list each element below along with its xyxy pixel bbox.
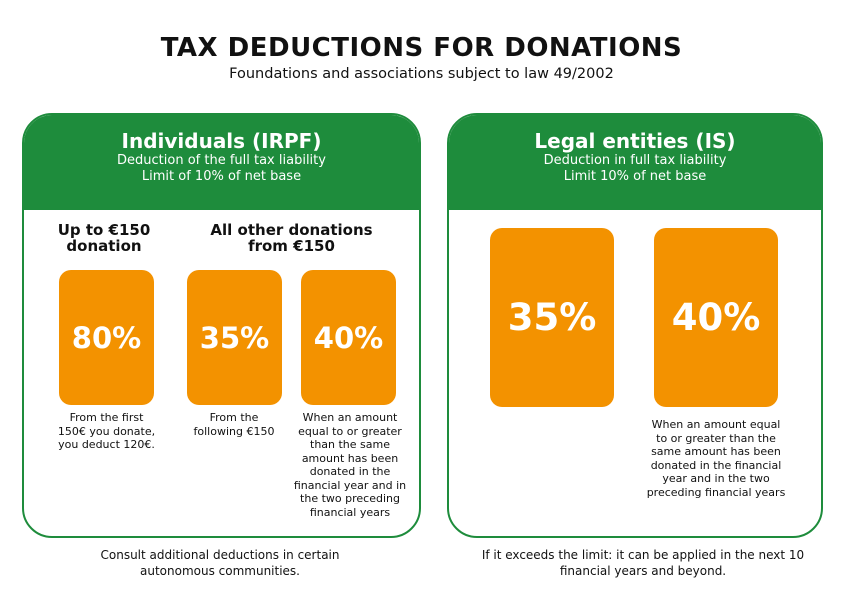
percent-box-legal-35: 35% xyxy=(490,228,614,407)
legal-entities-card: Legal entities (IS) Deduction in full ta… xyxy=(447,113,823,538)
individuals-heading: Individuals (IRPF) xyxy=(121,129,322,153)
legal-entities-card-header: Legal entities (IS) Deduction in full ta… xyxy=(449,115,821,210)
percent-box-legal-40: 40% xyxy=(654,228,778,407)
legal-entities-footer-note: If it exceeds the limit: it can be appli… xyxy=(481,548,805,578)
page-title: TAX DEDUCTIONS FOR DONATIONS xyxy=(160,33,683,63)
individuals-deduction-text: Deduction of the full tax liability xyxy=(117,153,326,168)
percent-box-80: 80% xyxy=(59,270,154,405)
caption-80: From the first 150€ you donate, you dedu… xyxy=(57,411,156,451)
page-subtitle: Foundations and associations subject to … xyxy=(229,66,614,82)
legal-entities-limit-text: Limit 10% of net base xyxy=(563,169,707,184)
caption-legal-40: When an amount equal to or greater than … xyxy=(646,418,786,499)
percent-box-35: 35% xyxy=(187,270,282,405)
caption-40: When an amount equal to or greater than … xyxy=(293,411,407,519)
col-up-to-150-header: Up to €150 donation xyxy=(57,221,151,255)
individuals-card-header: Individuals (IRPF) Deduction of the full… xyxy=(24,115,419,210)
individuals-footer-note: Consult additional deductions in certain… xyxy=(100,548,340,578)
legal-entities-heading: Legal entities (IS) xyxy=(534,129,736,153)
individuals-limit-text: Limit of 10% of net base xyxy=(141,169,302,184)
col-other-donations-header: All other donations from €150 xyxy=(210,221,373,255)
percent-box-40: 40% xyxy=(301,270,396,405)
legal-entities-deduction-text: Deduction in full tax liability xyxy=(543,153,727,168)
individuals-card: Individuals (IRPF) Deduction of the full… xyxy=(22,113,421,538)
caption-35: From the following €150 xyxy=(193,411,275,438)
